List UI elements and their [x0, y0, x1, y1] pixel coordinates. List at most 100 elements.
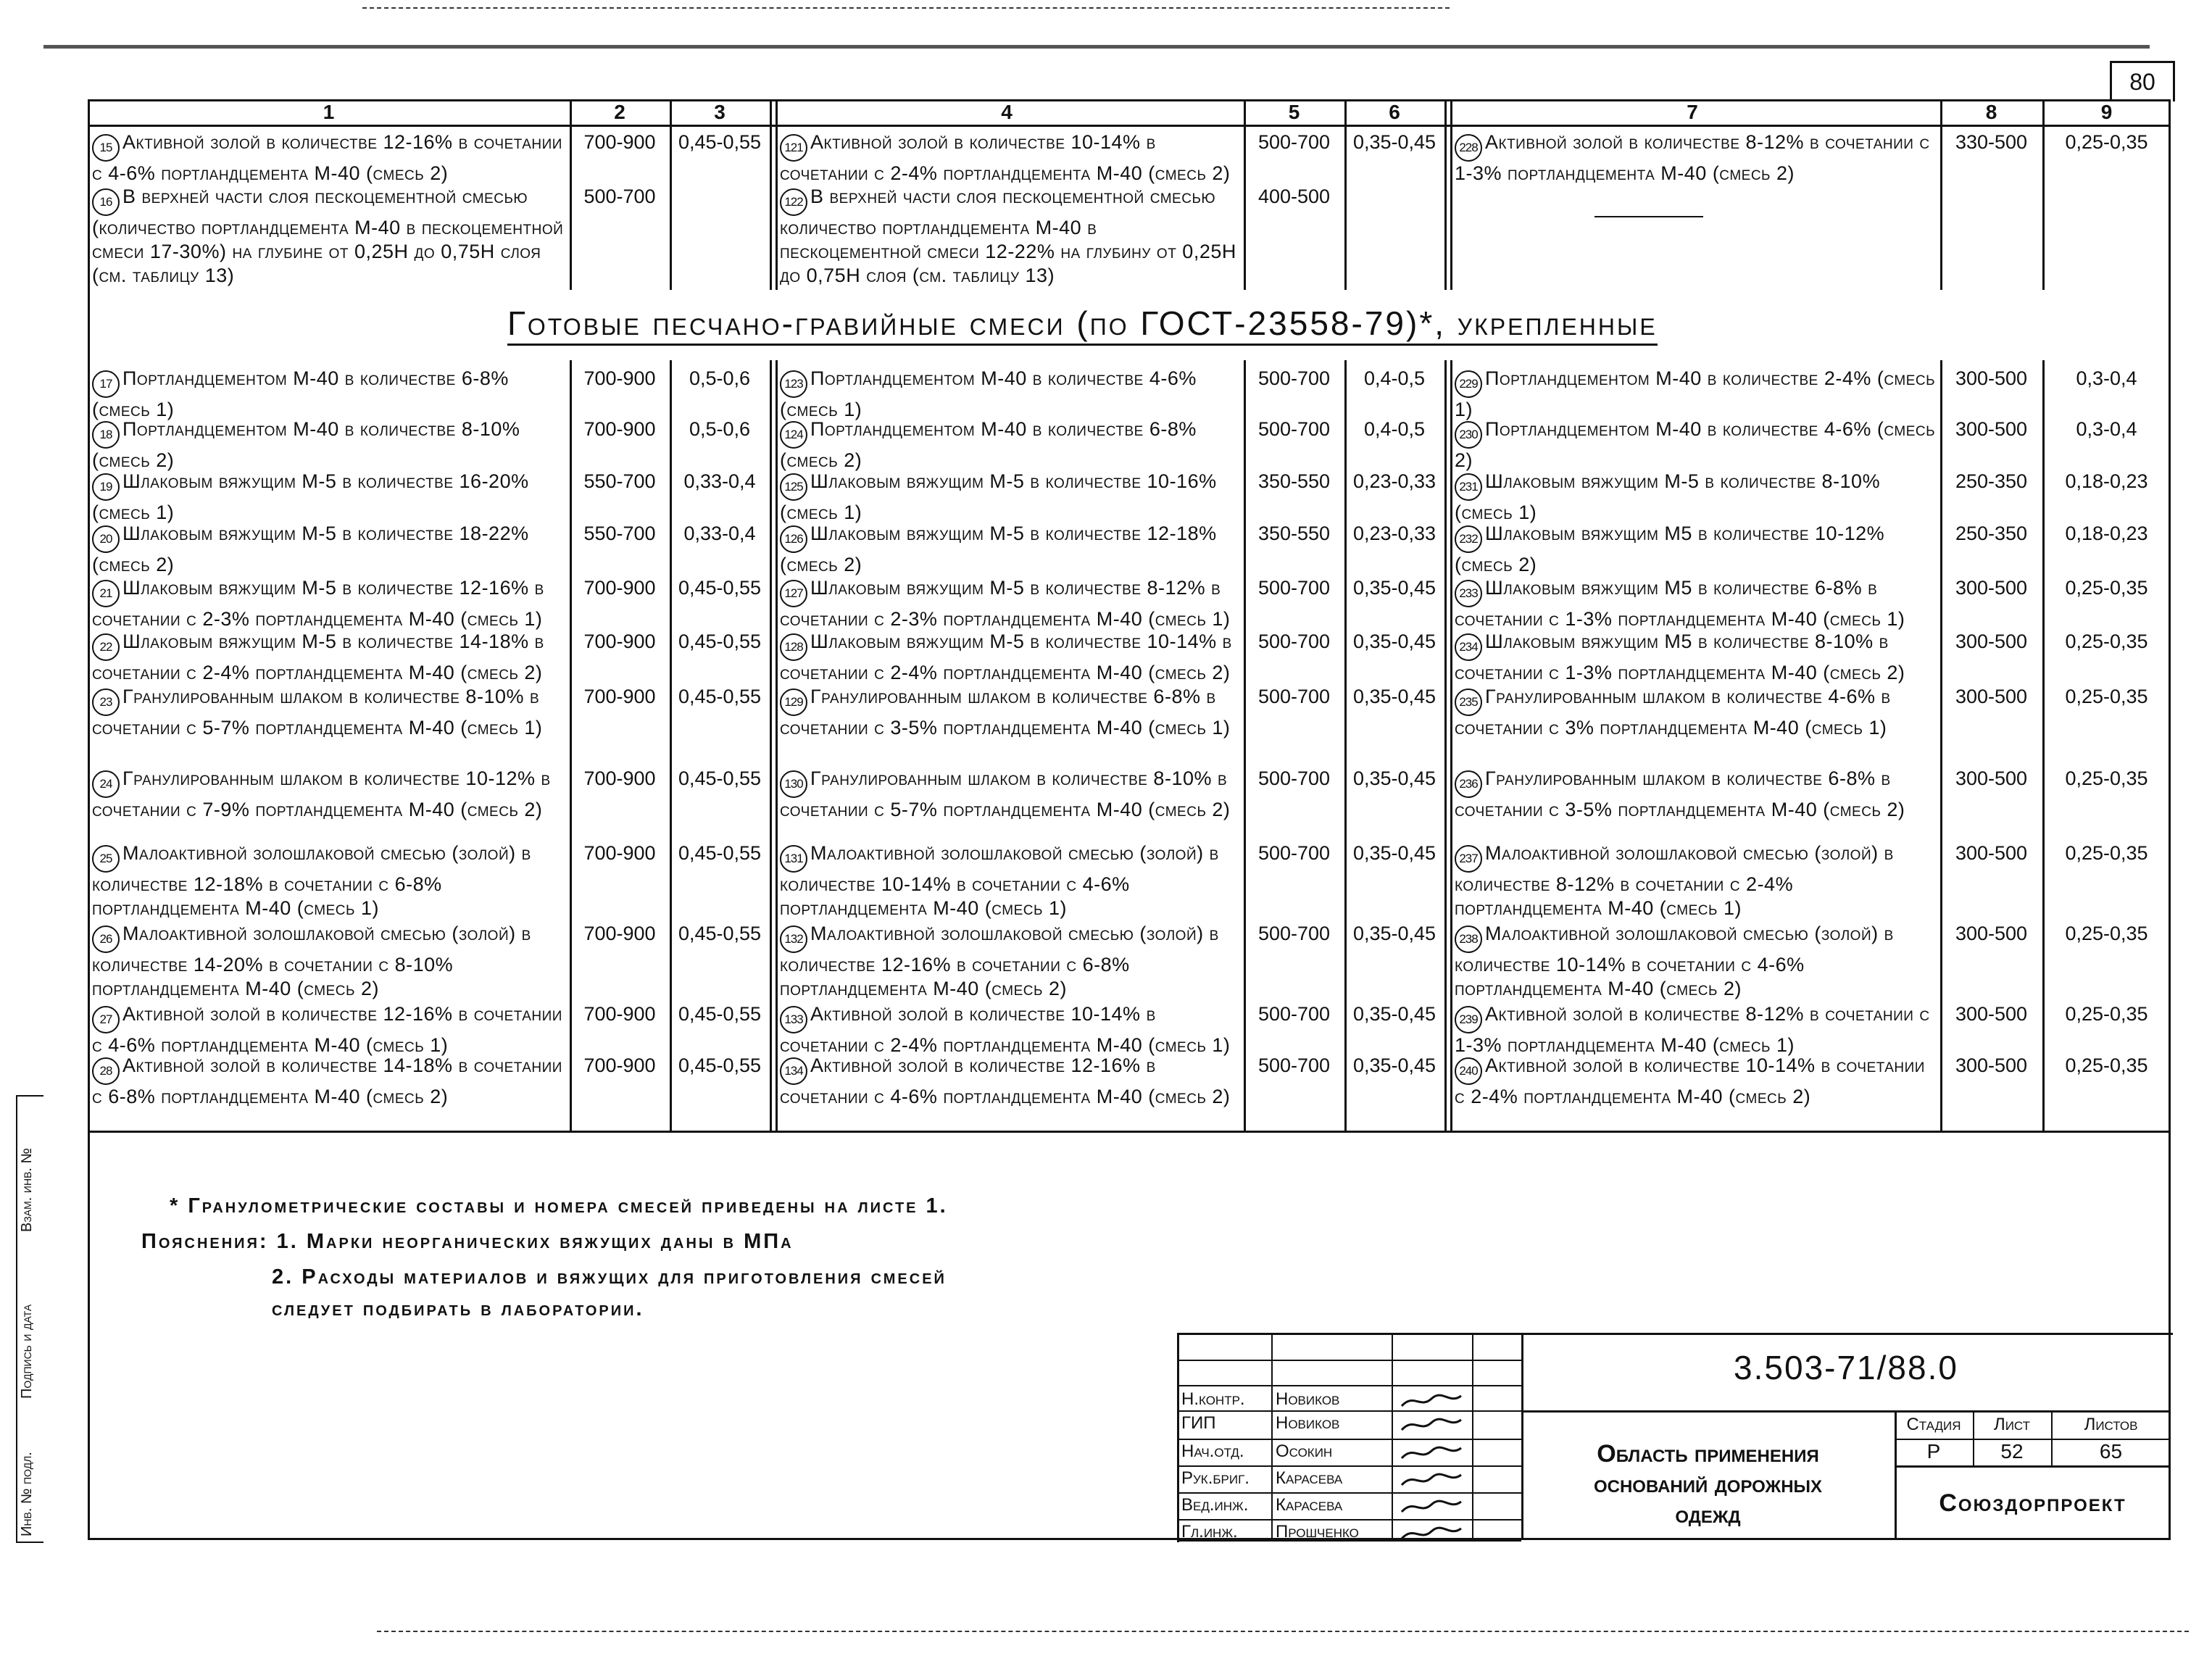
column-divider: [1444, 99, 1447, 290]
column-divider: [570, 99, 572, 290]
scan-line-top-2: [43, 45, 2150, 49]
empty-dash: [1594, 216, 1703, 217]
density-range: 300-500: [1955, 577, 2028, 599]
stage-value: Р: [1926, 1440, 1941, 1463]
coefficient-range: 0,35-0,45: [1352, 631, 1436, 652]
density-range: 300-500: [1955, 1003, 2028, 1025]
mix-number-circle: 126: [780, 525, 807, 553]
column-divider: [770, 360, 772, 1131]
mix-description-text: Гранулированным шлаком в количестве 8-10…: [780, 767, 1231, 820]
mix-description: 24 Гранулированным шлаком в количестве 10…: [92, 767, 565, 822]
mix-description-text: Портландцементом М-40 в количестве 6-8% …: [92, 367, 509, 420]
column-divider: [670, 99, 672, 290]
signer-role: Рук.бриг.: [1181, 1468, 1250, 1488]
coefficient-range: 0,45-0,55: [678, 1054, 762, 1076]
coefficient-range: 0,35-0,45: [1352, 767, 1436, 789]
mix-number-circle: 16: [92, 188, 120, 216]
density-range: 700-900: [583, 131, 656, 153]
coefficient-range: 0,25-0,35: [2065, 923, 2148, 944]
mix-description-text: Шлаковым вяжущим М-5 в количестве 12-16%…: [92, 577, 544, 630]
signature-mark: [1399, 1470, 1464, 1489]
table-bottom-rule: [88, 1131, 2171, 1133]
coefficient-range: 0,25-0,35: [2065, 1003, 2148, 1025]
mix-description: 238 Малоактивной золошлаковой смесью (зол…: [1455, 922, 1936, 1001]
coefficient-range: 0,35-0,45: [1352, 131, 1436, 153]
explanation-2: 2. Расходы материалов и вяжущих для приг…: [272, 1265, 947, 1289]
mix-description-text: Активной золой в количестве 10-14% в соч…: [1455, 1054, 1925, 1107]
density-range: 700-900: [583, 367, 656, 389]
header-rule: [88, 125, 2171, 127]
density-range: 500-700: [583, 186, 656, 207]
density-range: 700-900: [583, 418, 656, 440]
coefficient-range: 0,25-0,35: [2065, 842, 2148, 864]
signature-mark: [1399, 1497, 1464, 1516]
column-divider: [1244, 360, 1246, 1131]
mix-description-text: Шлаковым вяжущим М5 в количестве 10-12% …: [1455, 523, 1885, 575]
mix-number-circle: 236: [1455, 770, 1482, 798]
density-range: 550-700: [583, 470, 656, 492]
coefficient-range: 0,45-0,55: [678, 686, 762, 707]
density-range: 700-900: [583, 577, 656, 599]
coefficient-range: 0,45-0,55: [678, 1003, 762, 1025]
density-range: 500-700: [1257, 577, 1331, 599]
mix-number-circle: 133: [780, 1006, 807, 1033]
signer-col-rule: [1271, 1333, 1273, 1540]
sheets-value: 65: [2099, 1440, 2123, 1463]
scan-line-top: [362, 7, 1450, 9]
mix-description-text: В верхней части слоя пескоцементной смес…: [92, 186, 564, 286]
mix-description: 127 Шлаковым вяжущим М-5 в количестве 8-1…: [780, 576, 1239, 631]
density-range: 300-500: [1955, 1054, 2028, 1076]
mix-description-text: Гранулированным шлаком в количестве 6-8%…: [780, 686, 1231, 739]
density-range: 500-700: [1257, 367, 1331, 389]
mix-description: 123 Портландцементом М-40 в количестве 4-…: [780, 367, 1239, 422]
signer-name: Карасева: [1276, 1495, 1343, 1515]
mix-description: 128 Шлаковым вяжущим М-5 в количестве 10-…: [780, 630, 1239, 685]
column-header: 4: [1001, 101, 1013, 123]
mix-number-circle: 129: [780, 689, 807, 716]
density-range: 500-700: [1257, 686, 1331, 707]
mix-number-circle: 237: [1455, 845, 1482, 873]
mix-description: 121 Активной золой в количестве 10-14% в …: [780, 130, 1239, 186]
column-divider: [2042, 99, 2045, 290]
column-header: 1: [323, 101, 335, 123]
mix-number-circle: 234: [1455, 633, 1482, 661]
mix-description-text: Активной золой в количестве 14-18% в соч…: [92, 1054, 562, 1107]
mix-number-circle: 130: [780, 770, 807, 798]
coefficient-range: 0,33-0,4: [683, 523, 756, 544]
coefficient-range: 0,4-0,5: [1363, 418, 1426, 440]
column-divider: [670, 360, 672, 1131]
coefficient-range: 0,45-0,55: [678, 577, 762, 599]
density-range: 400-500: [1257, 186, 1331, 207]
mix-number-circle: 22: [92, 633, 120, 661]
coefficient-range: 0,25-0,35: [2065, 577, 2148, 599]
sheets-label: Листов: [2084, 1415, 2138, 1434]
mix-description-text: Малоактивной золошлаковой смесью (золой)…: [780, 923, 1219, 999]
mix-description: 19 Шлаковым вяжущим М-5 в количестве 16-2…: [92, 470, 565, 525]
coefficient-range: 0,23-0,33: [1352, 523, 1436, 544]
mix-description-text: Активной золой в количестве 8-12% в соче…: [1455, 1003, 1930, 1056]
signer-row-rule: [1177, 1385, 1521, 1386]
divider: [1973, 1410, 1974, 1465]
mix-number-circle: 26: [92, 925, 120, 953]
coefficient-range: 0,35-0,45: [1352, 1003, 1436, 1025]
column-header: 7: [1687, 101, 1698, 123]
mix-description-text: Шлаковым вяжущим М-5 в количестве 8-10% …: [1455, 470, 1881, 523]
density-range: 500-700: [1257, 923, 1331, 944]
coefficient-range: 0,45-0,55: [678, 631, 762, 652]
column-divider-double: [776, 360, 778, 1131]
mix-number-circle: 238: [1455, 925, 1482, 953]
signer-name: Прошченко: [1276, 1522, 1359, 1542]
mix-number-circle: 20: [92, 525, 120, 553]
coefficient-range: 0,45-0,55: [678, 923, 762, 944]
section-title: Готовые песчано-гравийные смеси (по ГОСТ…: [507, 303, 1658, 346]
mix-description-text: Гранулированным шлаком в количестве 6-8%…: [1455, 767, 1905, 820]
density-range: 300-500: [1955, 367, 2028, 389]
column-divider: [1344, 360, 1347, 1131]
density-range: 500-700: [1257, 767, 1331, 789]
density-range: 700-900: [583, 923, 656, 944]
drawing-title-line: одежд: [1675, 1501, 1741, 1528]
scan-line-bottom: [377, 1631, 2189, 1632]
mix-description: 130 Гранулированным шлаком в количестве 8…: [780, 767, 1239, 822]
column-divider: [1244, 99, 1246, 290]
density-range: 300-500: [1955, 686, 2028, 707]
